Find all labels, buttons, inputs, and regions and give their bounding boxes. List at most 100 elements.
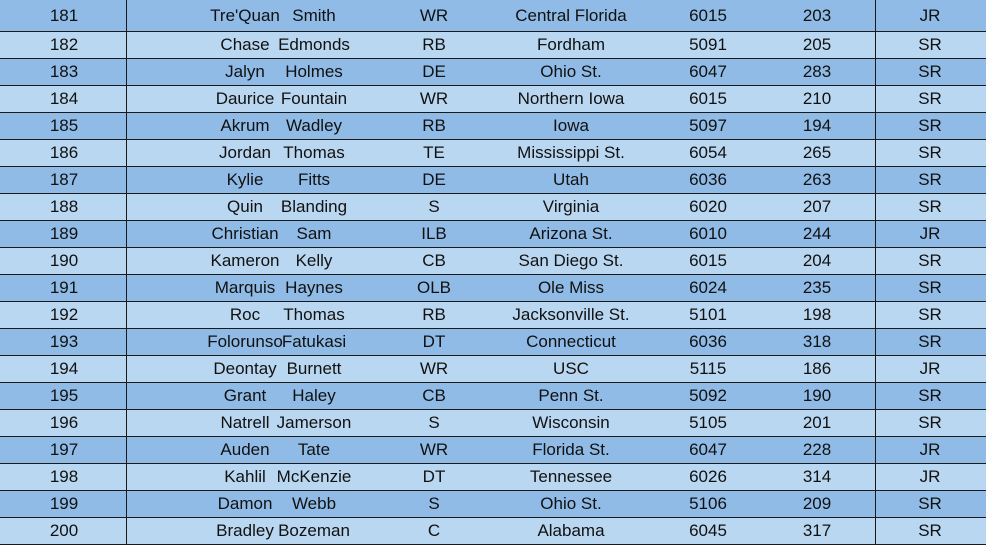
position-cell: WR [419, 89, 449, 108]
school-cell: Penn St. [538, 386, 604, 405]
last-name-cell: Sam [296, 224, 332, 243]
class-year-cell: SR [918, 251, 942, 270]
first-name-cell: Folorunso [207, 332, 283, 351]
height-cell: 6047 [689, 440, 727, 459]
class-year-cell: SR [918, 413, 942, 432]
first-name-cell: Damon [217, 494, 273, 513]
height-cell: 6036 [689, 170, 727, 189]
table-row: 183 Jalyn Holmes DE Ohio St. 6047 283 SR [0, 59, 986, 86]
weight-cell: 318 [802, 332, 832, 351]
column-divider [875, 0, 876, 545]
class-year-cell: SR [918, 278, 942, 297]
pick-number-cell: 200 [49, 521, 79, 540]
weight-cell: 207 [802, 197, 832, 216]
height-cell: 6026 [689, 467, 727, 486]
table-row: 188 Quin Blanding S Virginia 6020 207 SR [0, 194, 986, 221]
first-name-cell: Auden [220, 440, 270, 459]
table-row: 198 Kahlil McKenzie DT Tennessee 6026 314 JR [0, 464, 986, 491]
last-name-cell: Wadley [285, 116, 343, 135]
first-name-cell: Daurice [215, 89, 275, 108]
table-row: 196 Natrell Jamerson S Wisconsin 5105 201 SR [0, 410, 986, 437]
first-name-cell: Kahlil [224, 467, 266, 486]
pick-number-cell: 198 [49, 467, 79, 486]
school-cell: Central Florida [515, 5, 627, 25]
position-cell: ILB [421, 224, 447, 243]
table-row: 194 Deontay Burnett WR USC 5115 186 JR [0, 356, 986, 383]
height-cell: 6015 [689, 89, 727, 108]
class-year-cell: SR [918, 332, 942, 351]
first-name-cell: Marquis [214, 278, 276, 297]
pick-number-cell: 184 [49, 89, 79, 108]
school-cell: Ole Miss [537, 278, 605, 297]
height-cell: 5092 [689, 386, 727, 405]
table-row: 200 Bradley Bozeman C Alabama 6045 317 SR [0, 518, 986, 545]
weight-cell: 235 [802, 278, 832, 297]
weight-cell: 265 [802, 143, 832, 162]
first-name-cell: Roc [229, 305, 261, 324]
weight-cell: 198 [802, 305, 832, 324]
last-name-cell: Smith [292, 5, 336, 25]
height-cell: 6054 [689, 143, 727, 162]
position-cell: S [428, 413, 440, 432]
position-cell: TE [423, 143, 445, 162]
pick-number-cell: 182 [49, 35, 79, 54]
class-year-cell: SR [918, 170, 942, 189]
weight-cell: 314 [802, 467, 832, 486]
pick-number-cell: 193 [49, 332, 79, 351]
last-name-cell: Fountain [280, 89, 348, 108]
pick-number-cell: 181 [49, 5, 79, 25]
table-row: 192 Roc Thomas RB Jacksonville St. 5101 198 SR [0, 302, 986, 329]
first-name-cell: Grant [223, 386, 267, 405]
pick-number-cell: 189 [49, 224, 79, 243]
weight-cell: 317 [802, 521, 832, 540]
school-cell: Iowa [553, 116, 589, 135]
height-cell: 5115 [689, 359, 727, 378]
height-cell: 6015 [689, 5, 727, 25]
last-name-cell: Bozeman [278, 521, 350, 540]
last-name-cell: Blanding [280, 197, 348, 216]
class-year-cell: JR [919, 467, 941, 486]
last-name-cell: Burnett [286, 359, 342, 378]
weight-cell: 209 [802, 494, 832, 513]
last-name-cell: Haynes [285, 278, 343, 297]
table-row: 193 Folorunso Fatukasi DT Connecticut 6036 318… [0, 329, 986, 356]
school-cell: Alabama [537, 521, 605, 540]
position-cell: DE [422, 170, 446, 189]
last-name-cell: Edmonds [278, 35, 350, 54]
school-cell: Connecticut [526, 332, 616, 351]
school-cell: Jacksonville St. [512, 305, 630, 324]
first-name-cell: Tre'Quan [210, 5, 280, 25]
table-row: 189 Christian Sam ILB Arizona St. 6010 244 JR [0, 221, 986, 248]
class-year-cell: JR [919, 224, 941, 243]
pick-number-cell: 195 [49, 386, 79, 405]
pick-number-cell: 196 [49, 413, 79, 432]
height-cell: 6047 [689, 62, 727, 81]
last-name-cell: Fitts [297, 170, 331, 189]
position-cell: C [427, 521, 441, 540]
weight-cell: 194 [802, 116, 832, 135]
school-cell: Florida St. [532, 440, 610, 459]
last-name-cell: Fatukasi [281, 332, 347, 351]
last-name-cell: Tate [297, 440, 331, 459]
last-name-cell: Jamerson [276, 413, 352, 432]
position-cell: RB [422, 35, 446, 54]
class-year-cell: SR [918, 62, 942, 81]
position-cell: CB [422, 251, 446, 270]
class-year-cell: JR [919, 359, 941, 378]
pick-number-cell: 188 [49, 197, 79, 216]
height-cell: 6045 [689, 521, 727, 540]
class-year-cell: SR [918, 35, 942, 54]
position-cell: DT [422, 332, 446, 351]
position-cell: RB [422, 116, 446, 135]
school-cell: Ohio St. [540, 62, 602, 81]
school-cell: Utah [553, 170, 589, 189]
class-year-cell: SR [918, 143, 942, 162]
class-year-cell: JR [919, 5, 941, 25]
column-divider [126, 0, 127, 545]
first-name-cell: Kylie [226, 170, 264, 189]
position-cell: WR [419, 359, 449, 378]
weight-cell: 244 [802, 224, 832, 243]
table-row: 190 Kameron Kelly CB San Diego St. 6015 204 SR [0, 248, 986, 275]
pick-number-cell: 183 [49, 62, 79, 81]
